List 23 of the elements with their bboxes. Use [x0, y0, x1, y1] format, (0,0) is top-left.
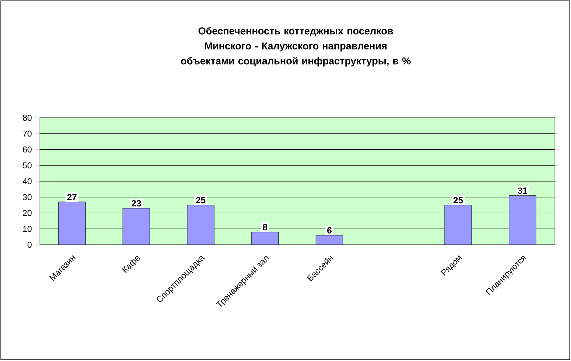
data-label: 25: [454, 197, 464, 204]
data-label: 23: [132, 200, 142, 207]
y-tick-label: 10: [23, 226, 32, 232]
y-tick-label: 60: [23, 146, 32, 153]
bar: [122, 208, 150, 245]
data-label: 6: [328, 227, 332, 234]
bar: [252, 232, 279, 245]
y-tick-label: 20: [23, 210, 32, 216]
y-tick-label: 70: [23, 130, 32, 137]
data-label: 8: [263, 224, 268, 231]
bar: [509, 196, 536, 245]
data-label: 31: [518, 188, 528, 194]
bar: [444, 205, 472, 245]
data-label: 27: [68, 194, 77, 200]
chart-title: Обеспеченность коттеджных поселков Минского - Калужского направления объектами социальной инфраструктуры, в %: [181, 27, 411, 67]
y-tick-label: 0: [28, 242, 32, 248]
bar: [187, 205, 215, 245]
y-tick-label: 50: [23, 162, 32, 169]
y-tick-label: 30: [23, 194, 32, 200]
data-label: 25: [196, 197, 206, 204]
bar: [58, 202, 86, 245]
y-tick-label: 80: [23, 115, 32, 122]
y-tick-label: 40: [22, 178, 32, 184]
